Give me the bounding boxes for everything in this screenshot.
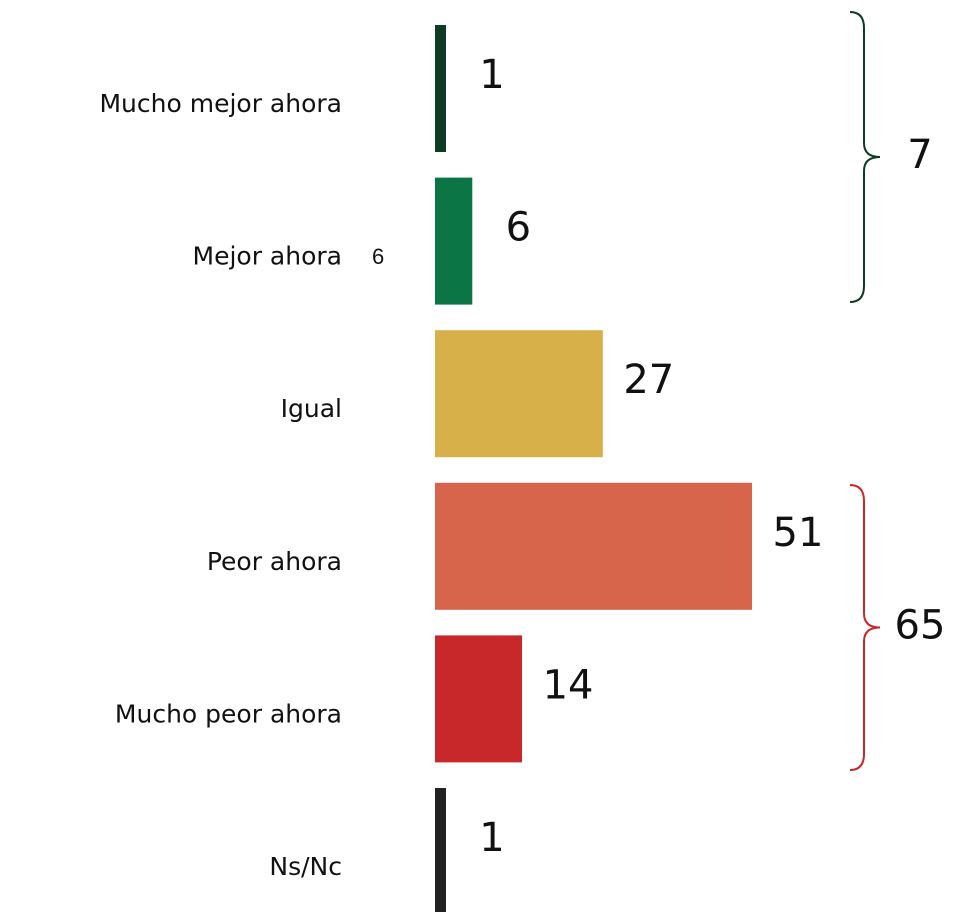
- bar: [435, 330, 603, 458]
- bracket-label: 65: [895, 603, 946, 649]
- bar: [435, 177, 473, 305]
- category-label: Mejor ahora: [193, 242, 342, 271]
- bracket-label: 7: [907, 132, 932, 178]
- value-label: 6: [506, 205, 531, 251]
- category-label: Mucho peor ahora: [115, 699, 342, 728]
- side-note: 6: [372, 244, 384, 269]
- bar: [435, 635, 523, 763]
- value-label: 1: [479, 815, 504, 861]
- category-label: Igual: [281, 394, 342, 423]
- category-label: Ns/Nc: [269, 852, 342, 881]
- bracket: [849, 11, 881, 303]
- value-label: 1: [479, 52, 504, 98]
- value-label: 27: [623, 357, 674, 403]
- bar: [435, 25, 446, 152]
- value-label: 14: [543, 662, 594, 708]
- category-label: Mucho mejor ahora: [99, 89, 342, 118]
- bar: [435, 788, 446, 912]
- bracket: [849, 484, 881, 771]
- value-label: 51: [773, 510, 824, 556]
- category-label: Peor ahora: [207, 547, 342, 576]
- bar: [435, 482, 752, 610]
